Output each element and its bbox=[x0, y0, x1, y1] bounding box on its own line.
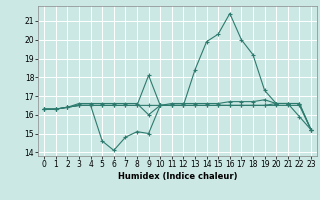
X-axis label: Humidex (Indice chaleur): Humidex (Indice chaleur) bbox=[118, 172, 237, 181]
